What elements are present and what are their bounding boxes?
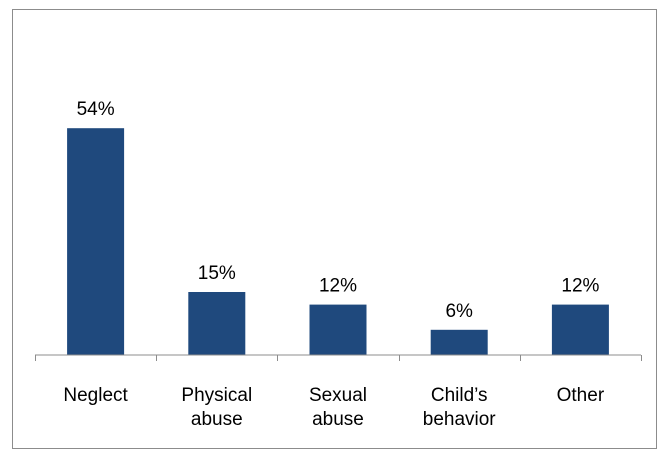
category-label: Other bbox=[557, 385, 605, 406]
x-axis bbox=[35, 354, 642, 361]
data-label: 12% bbox=[561, 276, 599, 297]
bars-layer bbox=[67, 128, 609, 355]
bar bbox=[67, 128, 125, 355]
category-label: Child’s behavior bbox=[423, 385, 497, 430]
data-label: 12% bbox=[319, 276, 357, 297]
data-label: 54% bbox=[77, 99, 115, 120]
bar bbox=[188, 292, 246, 355]
category-label: Neglect bbox=[63, 385, 128, 406]
bar bbox=[430, 329, 488, 355]
labels-layer: 54% Neglect 15% Physical abuse 12% Sexual abuse… bbox=[63, 99, 604, 430]
bar bbox=[551, 304, 609, 355]
data-label: 6% bbox=[445, 301, 473, 322]
category-label: Sexual abuse bbox=[309, 385, 367, 430]
bar bbox=[309, 304, 367, 355]
category-label: Physical abuse bbox=[181, 385, 252, 430]
data-label: 15% bbox=[198, 263, 236, 284]
